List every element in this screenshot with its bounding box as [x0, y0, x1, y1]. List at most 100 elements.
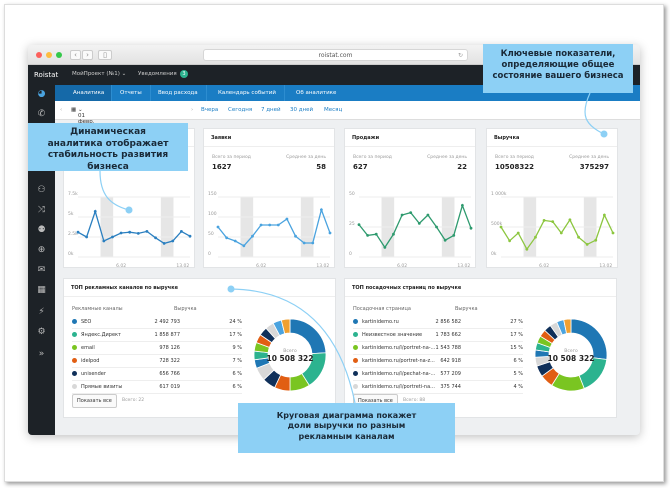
data-point[interactable] — [102, 239, 106, 243]
data-point[interactable] — [443, 238, 447, 242]
tab-event-calendar[interactable]: Календарь событий — [210, 85, 285, 101]
mail-icon[interactable]: ✉ — [37, 265, 46, 275]
next-period-icon[interactable]: › — [191, 107, 194, 113]
notifications-menu[interactable]: Уведомления — [138, 71, 177, 77]
data-point[interactable] — [435, 225, 438, 229]
shuffle-icon[interactable]: ⤨ — [37, 205, 46, 215]
data-point[interactable] — [357, 223, 361, 226]
table-row[interactable]: SEO 2 492 793 24 % — [72, 316, 242, 329]
data-point[interactable] — [452, 234, 456, 237]
data-point[interactable] — [383, 246, 387, 249]
phone-icon[interactable]: ✆ — [37, 109, 46, 119]
plugin-icon[interactable]: ⚡ — [38, 307, 45, 317]
close-window-button[interactable] — [36, 52, 42, 58]
data-point[interactable] — [225, 236, 229, 240]
data-point[interactable] — [302, 241, 306, 245]
tab-about-analytics[interactable]: Об аналитике — [296, 90, 337, 96]
data-point[interactable] — [417, 222, 421, 225]
table-row[interactable]: kartinidemo.ru/l/pechat-na-... 577 209 5 % — [353, 368, 523, 381]
table-row[interactable]: Яндекс.Директ 1 858 877 17 % — [72, 329, 242, 342]
data-point[interactable] — [534, 235, 537, 239]
tab-analytics[interactable]: Аналитика — [55, 85, 112, 101]
data-point[interactable] — [611, 231, 615, 235]
table-row[interactable]: Неизвестное значение 1 783 662 17 % — [353, 329, 523, 342]
data-point[interactable] — [508, 239, 512, 243]
preset-7-days[interactable]: 7 дней — [261, 107, 281, 113]
data-point[interactable] — [542, 219, 546, 222]
data-point[interactable] — [171, 239, 175, 243]
sidebar-toggle-icon[interactable]: ▯ — [98, 50, 112, 60]
preset-month[interactable]: Месяц — [324, 107, 343, 113]
reload-icon[interactable]: ↻ — [457, 52, 463, 59]
data-point[interactable] — [374, 232, 378, 236]
data-point[interactable] — [559, 231, 563, 235]
data-point[interactable] — [251, 234, 254, 238]
forward-icon[interactable]: › — [82, 50, 93, 60]
donut-slice[interactable] — [563, 318, 572, 334]
data-point[interactable] — [460, 204, 464, 207]
data-point[interactable] — [162, 242, 166, 245]
data-point[interactable] — [409, 211, 413, 214]
back-icon[interactable]: ‹ — [70, 50, 81, 60]
data-point[interactable] — [568, 218, 572, 222]
data-point[interactable] — [585, 243, 589, 246]
data-point[interactable] — [499, 225, 503, 229]
data-point[interactable] — [400, 213, 404, 217]
table-row[interactable]: kartinidemo.ru/l/portret-na-... 1 543 788… — [353, 342, 523, 355]
table-row[interactable]: kartinidemo.ru/l/portreti-na... 375 744 4 … — [353, 381, 523, 394]
table-row[interactable]: kartinidemo.ru 2 856 582 27 % — [353, 316, 523, 329]
table-row[interactable]: email 978 126 9 % — [72, 342, 242, 355]
data-point[interactable] — [145, 230, 149, 233]
tab-reports[interactable]: Отчеты — [112, 85, 151, 101]
data-point[interactable] — [136, 232, 140, 235]
gear-icon[interactable]: ⚙ — [37, 327, 46, 337]
data-point[interactable] — [577, 235, 580, 239]
preset-today[interactable]: Сегодня — [228, 107, 253, 113]
prev-period-icon[interactable]: ‹ — [60, 107, 63, 113]
data-point[interactable] — [426, 213, 430, 217]
data-point[interactable] — [259, 223, 263, 227]
plus-circle-icon[interactable]: ⊕ — [37, 245, 46, 255]
data-point[interactable] — [311, 241, 315, 245]
table-row[interactable]: unisender 656 766 6 % — [72, 368, 242, 381]
data-point[interactable] — [268, 223, 272, 227]
data-point[interactable] — [85, 235, 89, 239]
data-point[interactable] — [319, 208, 323, 212]
data-point[interactable] — [516, 231, 520, 235]
data-point[interactable] — [276, 223, 280, 227]
maximize-window-button[interactable] — [56, 52, 62, 58]
data-point[interactable] — [285, 217, 289, 221]
data-point[interactable] — [76, 230, 80, 234]
expand-icon[interactable]: » — [38, 349, 45, 359]
data-point[interactable] — [602, 213, 606, 217]
date-range-picker[interactable]: ▦ 01 февр. 2017 - 28 февр. 2017 ⌄ — [71, 107, 95, 149]
data-point[interactable] — [294, 234, 297, 238]
data-point[interactable] — [119, 231, 123, 235]
preset-yesterday[interactable]: Вчера — [201, 107, 219, 113]
data-point[interactable] — [111, 235, 114, 239]
data-point[interactable] — [469, 226, 473, 230]
tab-expense-input[interactable]: Ввод расхода — [150, 85, 207, 101]
show-all-button[interactable]: Показать все — [72, 394, 117, 408]
table-row[interactable]: idelpod 728 322 7 % — [72, 355, 242, 368]
hierarchy-icon[interactable]: ⚇ — [37, 185, 46, 195]
data-point[interactable] — [594, 238, 598, 242]
beta-grid-icon[interactable]: ▦ — [37, 285, 46, 295]
analytics-pie-icon[interactable]: ◕ — [37, 89, 46, 99]
data-point[interactable] — [392, 232, 395, 236]
minimize-window-button[interactable] — [46, 52, 52, 58]
data-point[interactable] — [233, 239, 237, 243]
table-row[interactable]: kartinidemo.ru/portret-na-z... 642 918 6 % — [353, 355, 523, 368]
project-selector[interactable]: МойПроект (№1) ⌄ — [72, 71, 127, 77]
data-point[interactable] — [154, 236, 157, 240]
data-point[interactable] — [93, 210, 97, 213]
data-point[interactable] — [242, 244, 246, 248]
data-point[interactable] — [551, 220, 555, 223]
table-row[interactable]: Прямые визиты 617 019 6 % — [72, 381, 242, 394]
preset-30-days[interactable]: 30 дней — [290, 107, 314, 113]
users-icon[interactable]: ⚉ — [37, 225, 46, 235]
data-point[interactable] — [366, 234, 370, 237]
address-bar[interactable]: roistat.com ↻ — [203, 49, 468, 61]
data-point[interactable] — [128, 230, 132, 234]
data-point[interactable] — [328, 231, 332, 235]
